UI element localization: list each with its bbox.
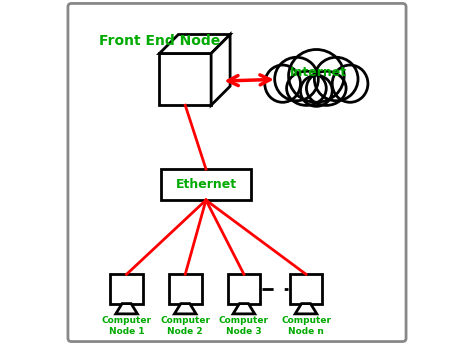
Text: Computer
Node n: Computer Node n bbox=[281, 316, 331, 336]
Polygon shape bbox=[116, 304, 137, 314]
Polygon shape bbox=[159, 34, 230, 53]
Ellipse shape bbox=[275, 57, 319, 101]
Text: Internet: Internet bbox=[290, 66, 346, 79]
Ellipse shape bbox=[265, 65, 301, 102]
Text: Ethernet: Ethernet bbox=[175, 178, 237, 191]
FancyBboxPatch shape bbox=[290, 274, 322, 304]
Ellipse shape bbox=[289, 50, 344, 102]
Polygon shape bbox=[233, 304, 255, 314]
Ellipse shape bbox=[332, 65, 368, 102]
Text: Computer
Node 2: Computer Node 2 bbox=[160, 316, 210, 336]
FancyBboxPatch shape bbox=[68, 3, 406, 342]
FancyBboxPatch shape bbox=[228, 274, 260, 304]
Ellipse shape bbox=[287, 71, 326, 106]
Text: Computer
Node 3: Computer Node 3 bbox=[219, 316, 269, 336]
Polygon shape bbox=[159, 53, 211, 105]
FancyBboxPatch shape bbox=[169, 274, 201, 304]
Text: Computer
Node 1: Computer Node 1 bbox=[101, 316, 152, 336]
Polygon shape bbox=[211, 34, 230, 105]
Text: Front End Node: Front End Node bbox=[99, 34, 220, 48]
Polygon shape bbox=[295, 304, 317, 314]
FancyBboxPatch shape bbox=[161, 169, 251, 200]
Ellipse shape bbox=[301, 75, 332, 106]
Ellipse shape bbox=[306, 71, 346, 106]
Ellipse shape bbox=[314, 57, 358, 101]
Polygon shape bbox=[174, 304, 196, 314]
FancyBboxPatch shape bbox=[110, 274, 143, 304]
